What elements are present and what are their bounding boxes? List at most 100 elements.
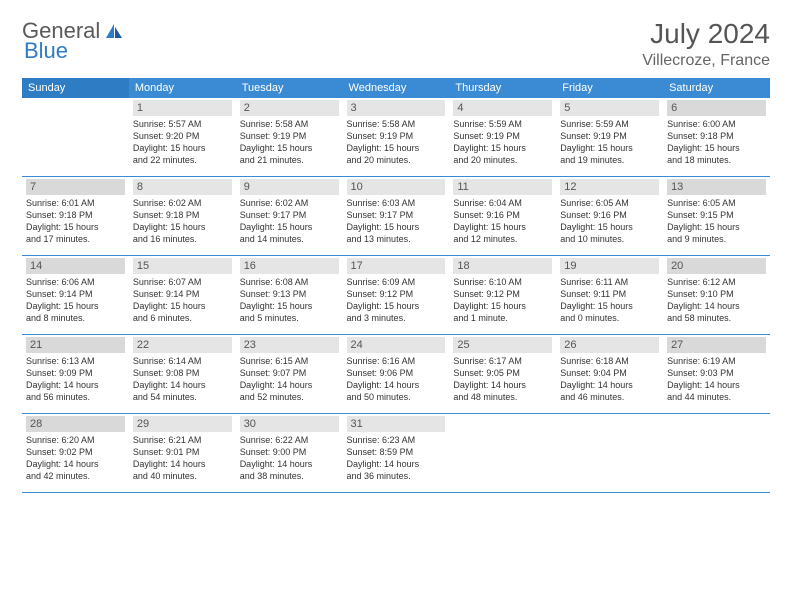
day-cell: 10Sunrise: 6:03 AMSunset: 9:17 PMDayligh… bbox=[343, 177, 450, 256]
day-info: Sunrise: 6:21 AMSunset: 9:01 PMDaylight:… bbox=[133, 434, 232, 483]
day-cell: 26 Sunrise: 6:18 AMSunset: 9:04 PMDayligh… bbox=[556, 335, 663, 414]
day-number: 25 bbox=[453, 337, 552, 353]
day-number: 9 bbox=[240, 179, 339, 195]
day-cell: 11 Sunrise: 6:04 AMSunset: 9:16 PMDayligh… bbox=[449, 177, 556, 256]
title-block: July 2024 Villecroze, France bbox=[642, 18, 770, 70]
day-info: Sunrise: 6:05 AMSunset: 9:16 PMDaylight:… bbox=[560, 197, 659, 246]
day-info: Sunrise: 6:07 AMSunset: 9:14 PMDaylight:… bbox=[133, 276, 232, 325]
day-info: Sunrise: 6:20 AMSunset: 9:02 PMDaylight:… bbox=[26, 434, 125, 483]
weekday-header: Friday bbox=[556, 78, 663, 98]
day-info: Sunrise: 6:11 AMSunset: 9:11 PMDaylight:… bbox=[560, 276, 659, 325]
day-number: 14 bbox=[26, 258, 125, 274]
week-row: 21 Sunrise: 6:13 AMSunset: 9:09 PMDayligh… bbox=[22, 335, 770, 414]
logo-sail-icon bbox=[104, 22, 124, 40]
day-cell: 29 Sunrise: 6:21 AMSunset: 9:01 PMDayligh… bbox=[129, 414, 236, 493]
day-cell: 12 Sunrise: 6:05 AMSunset: 9:16 PMDayligh… bbox=[556, 177, 663, 256]
day-info: Sunrise: 6:15 AMSunset: 9:07 PMDaylight:… bbox=[240, 355, 339, 404]
weekday-header: Tuesday bbox=[236, 78, 343, 98]
day-number: 19 bbox=[560, 258, 659, 274]
day-number: 4 bbox=[453, 100, 552, 116]
day-number: 7 bbox=[26, 179, 125, 195]
day-cell: 28 Sunrise: 6:20 AMSunset: 9:02 PMDayligh… bbox=[22, 414, 129, 493]
day-info: Sunrise: 5:59 AMSunset: 9:19 PMDaylight:… bbox=[453, 118, 552, 167]
day-cell: 14 Sunrise: 6:06 AMSunset: 9:14 PMDayligh… bbox=[22, 256, 129, 335]
day-cell: 13 Sunrise: 6:05 AMSunset: 9:15 PMDayligh… bbox=[663, 177, 770, 256]
day-number: 13 bbox=[667, 179, 766, 195]
header: General July 2024 Villecroze, France bbox=[22, 18, 770, 70]
day-cell: 25Sunrise: 6:17 AMSunset: 9:05 PMDayligh… bbox=[449, 335, 556, 414]
day-number: 30 bbox=[240, 416, 339, 432]
day-number: 23 bbox=[240, 337, 339, 353]
day-number: 21 bbox=[26, 337, 125, 353]
day-info: Sunrise: 5:58 AMSunset: 9:19 PMDaylight:… bbox=[347, 118, 446, 167]
day-cell: 19 Sunrise: 6:11 AMSunset: 9:11 PMDayligh… bbox=[556, 256, 663, 335]
day-number: 6 bbox=[667, 100, 766, 116]
day-info: Sunrise: 6:18 AMSunset: 9:04 PMDaylight:… bbox=[560, 355, 659, 404]
day-cell: 15 Sunrise: 6:07 AMSunset: 9:14 PMDayligh… bbox=[129, 256, 236, 335]
day-number: 29 bbox=[133, 416, 232, 432]
day-number: 12 bbox=[560, 179, 659, 195]
day-info: Sunrise: 6:09 AMSunset: 9:12 PMDaylight:… bbox=[347, 276, 446, 325]
day-cell: 20 Sunrise: 6:12 AMSunset: 9:10 PMDayligh… bbox=[663, 256, 770, 335]
day-cell: 21 Sunrise: 6:13 AMSunset: 9:09 PMDayligh… bbox=[22, 335, 129, 414]
weekday-header: Sunday bbox=[22, 78, 129, 98]
day-info: Sunrise: 6:12 AMSunset: 9:10 PMDaylight:… bbox=[667, 276, 766, 325]
day-info: Sunrise: 5:58 AMSunset: 9:19 PMDaylight:… bbox=[240, 118, 339, 167]
day-number: 17 bbox=[347, 258, 446, 274]
day-cell bbox=[22, 98, 129, 177]
day-info: Sunrise: 6:06 AMSunset: 9:14 PMDaylight:… bbox=[26, 276, 125, 325]
day-number: 20 bbox=[667, 258, 766, 274]
weekday-header-row: SundayMondayTuesdayWednesdayThursdayFrid… bbox=[22, 78, 770, 98]
calendar-table: SundayMondayTuesdayWednesdayThursdayFrid… bbox=[22, 78, 770, 493]
day-info: Sunrise: 6:14 AMSunset: 9:08 PMDaylight:… bbox=[133, 355, 232, 404]
day-number: 18 bbox=[453, 258, 552, 274]
month-title: July 2024 bbox=[642, 18, 770, 50]
day-cell bbox=[556, 414, 663, 493]
location: Villecroze, France bbox=[642, 52, 770, 70]
week-row: 14 Sunrise: 6:06 AMSunset: 9:14 PMDayligh… bbox=[22, 256, 770, 335]
day-number: 28 bbox=[26, 416, 125, 432]
day-info: Sunrise: 6:01 AMSunset: 9:18 PMDaylight:… bbox=[26, 197, 125, 246]
day-cell: 1Sunrise: 5:57 AMSunset: 9:20 PMDaylight… bbox=[129, 98, 236, 177]
day-number: 24 bbox=[347, 337, 446, 353]
day-cell: 23 Sunrise: 6:15 AMSunset: 9:07 PMDayligh… bbox=[236, 335, 343, 414]
day-number: 22 bbox=[133, 337, 232, 353]
day-cell: 27Sunrise: 6:19 AMSunset: 9:03 PMDayligh… bbox=[663, 335, 770, 414]
weekday-header: Wednesday bbox=[343, 78, 450, 98]
week-row: 1Sunrise: 5:57 AMSunset: 9:20 PMDaylight… bbox=[22, 98, 770, 177]
day-info: Sunrise: 5:57 AMSunset: 9:20 PMDaylight:… bbox=[133, 118, 232, 167]
day-number: 3 bbox=[347, 100, 446, 116]
day-info: Sunrise: 6:04 AMSunset: 9:16 PMDaylight:… bbox=[453, 197, 552, 246]
day-cell bbox=[449, 414, 556, 493]
day-number: 5 bbox=[560, 100, 659, 116]
day-cell: 4 Sunrise: 5:59 AMSunset: 9:19 PMDaylight… bbox=[449, 98, 556, 177]
day-info: Sunrise: 6:00 AMSunset: 9:18 PMDaylight:… bbox=[667, 118, 766, 167]
day-info: Sunrise: 6:02 AMSunset: 9:18 PMDaylight:… bbox=[133, 197, 232, 246]
day-cell: 30 Sunrise: 6:22 AMSunset: 9:00 PMDayligh… bbox=[236, 414, 343, 493]
day-info: Sunrise: 6:13 AMSunset: 9:09 PMDaylight:… bbox=[26, 355, 125, 404]
day-info: Sunrise: 5:59 AMSunset: 9:19 PMDaylight:… bbox=[560, 118, 659, 167]
day-number: 26 bbox=[560, 337, 659, 353]
day-cell: 31Sunrise: 6:23 AMSunset: 8:59 PMDayligh… bbox=[343, 414, 450, 493]
day-info: Sunrise: 6:22 AMSunset: 9:00 PMDaylight:… bbox=[240, 434, 339, 483]
logo-text-2: Blue bbox=[24, 38, 68, 64]
day-cell: 3 Sunrise: 5:58 AMSunset: 9:19 PMDaylight… bbox=[343, 98, 450, 177]
day-number: 11 bbox=[453, 179, 552, 195]
day-cell: 5 Sunrise: 5:59 AMSunset: 9:19 PMDaylight… bbox=[556, 98, 663, 177]
week-row: 7 Sunrise: 6:01 AMSunset: 9:18 PMDaylight… bbox=[22, 177, 770, 256]
week-row: 28 Sunrise: 6:20 AMSunset: 9:02 PMDayligh… bbox=[22, 414, 770, 493]
day-cell: 9Sunrise: 6:02 AMSunset: 9:17 PMDaylight… bbox=[236, 177, 343, 256]
day-info: Sunrise: 6:16 AMSunset: 9:06 PMDaylight:… bbox=[347, 355, 446, 404]
day-number: 15 bbox=[133, 258, 232, 274]
day-cell bbox=[663, 414, 770, 493]
day-number: 27 bbox=[667, 337, 766, 353]
weekday-header: Thursday bbox=[449, 78, 556, 98]
weekday-header: Saturday bbox=[663, 78, 770, 98]
day-cell: 24 Sunrise: 6:16 AMSunset: 9:06 PMDayligh… bbox=[343, 335, 450, 414]
day-cell: 2Sunrise: 5:58 AMSunset: 9:19 PMDaylight… bbox=[236, 98, 343, 177]
logo-line2: Blue bbox=[24, 38, 68, 64]
day-info: Sunrise: 6:05 AMSunset: 9:15 PMDaylight:… bbox=[667, 197, 766, 246]
day-cell: 16Sunrise: 6:08 AMSunset: 9:13 PMDayligh… bbox=[236, 256, 343, 335]
day-cell: 18Sunrise: 6:10 AMSunset: 9:12 PMDayligh… bbox=[449, 256, 556, 335]
day-info: Sunrise: 6:03 AMSunset: 9:17 PMDaylight:… bbox=[347, 197, 446, 246]
